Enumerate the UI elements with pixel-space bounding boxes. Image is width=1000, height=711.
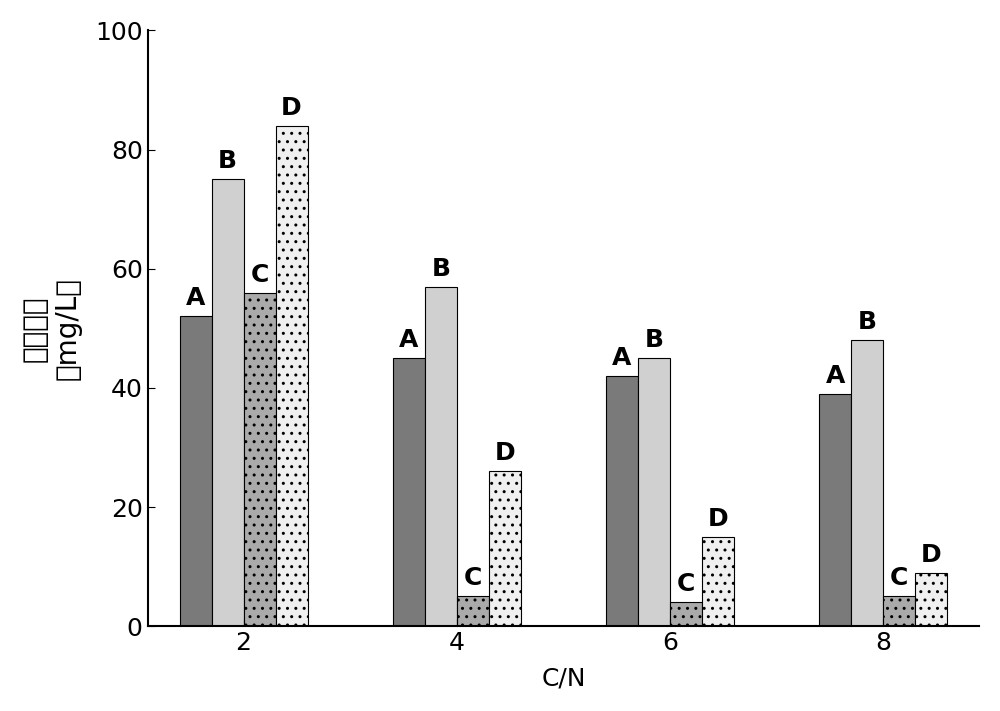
Bar bbox=[670, 602, 702, 626]
Text: C: C bbox=[464, 567, 482, 590]
Text: D: D bbox=[708, 507, 728, 531]
Bar bbox=[851, 340, 883, 626]
Bar bbox=[638, 358, 670, 626]
Text: A: A bbox=[399, 328, 418, 352]
Text: A: A bbox=[612, 346, 632, 370]
Bar bbox=[276, 126, 308, 626]
Text: B: B bbox=[645, 328, 664, 352]
Bar bbox=[393, 358, 425, 626]
Text: B: B bbox=[431, 257, 450, 281]
Bar bbox=[702, 537, 734, 626]
Bar bbox=[915, 572, 947, 626]
Bar bbox=[212, 179, 244, 626]
Text: B: B bbox=[218, 149, 237, 173]
Bar bbox=[180, 316, 212, 626]
Text: C: C bbox=[890, 567, 908, 590]
Bar bbox=[244, 292, 276, 626]
Bar bbox=[606, 376, 638, 626]
Text: D: D bbox=[921, 542, 942, 567]
Text: A: A bbox=[826, 364, 845, 387]
Bar bbox=[489, 471, 521, 626]
Text: D: D bbox=[281, 96, 302, 119]
Bar bbox=[883, 597, 915, 626]
X-axis label: C/N: C/N bbox=[541, 666, 586, 690]
Text: B: B bbox=[858, 310, 877, 334]
Bar bbox=[425, 287, 457, 626]
Bar bbox=[819, 394, 851, 626]
Y-axis label: 出水浓度
（mg/L）: 出水浓度 （mg/L） bbox=[21, 277, 81, 380]
Text: A: A bbox=[186, 287, 205, 311]
Bar bbox=[457, 597, 489, 626]
Text: C: C bbox=[677, 572, 695, 597]
Text: C: C bbox=[250, 262, 269, 287]
Text: D: D bbox=[494, 442, 515, 465]
